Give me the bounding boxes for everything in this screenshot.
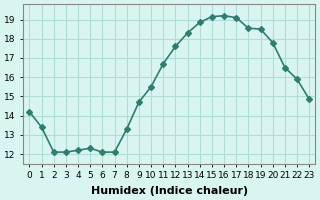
X-axis label: Humidex (Indice chaleur): Humidex (Indice chaleur) [91,186,248,196]
